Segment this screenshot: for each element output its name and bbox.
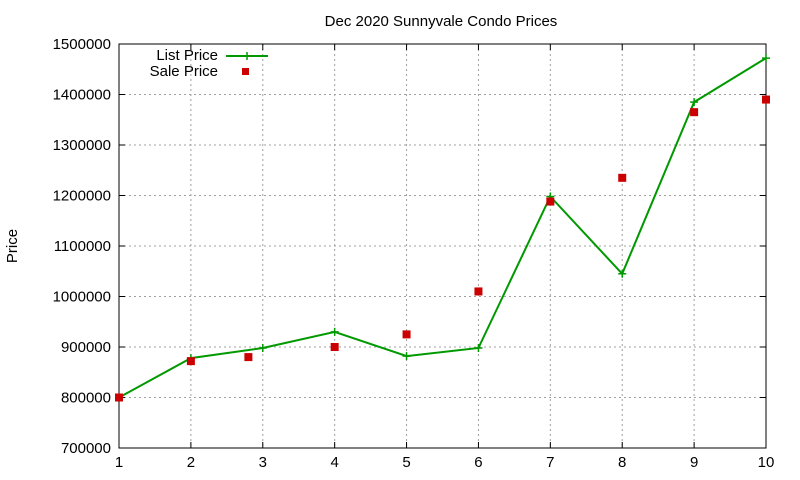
- y-tick-label: 1000000: [53, 289, 111, 306]
- y-axis-label: Price: [4, 229, 21, 263]
- sale-price-point: [546, 197, 555, 206]
- x-tick-label: 5: [402, 454, 410, 471]
- axis-ticks: 700000 800000 900000 1000000 1100000 1200000 1…: [53, 36, 775, 471]
- sale-price-point: [186, 357, 195, 366]
- x-tick-label: 3: [259, 454, 267, 471]
- sale-price-point: [618, 173, 627, 182]
- chart-title: Dec 2020 Sunnyvale Condo Prices: [325, 13, 558, 30]
- y-tick-label: 1200000: [53, 188, 111, 205]
- x-tick-label: 10: [758, 454, 775, 471]
- x-tick-label: 9: [690, 454, 698, 471]
- list-price-point: [402, 352, 411, 361]
- list-price-point: [258, 344, 267, 353]
- legend-square-marker: [242, 68, 249, 75]
- list-price-point: [690, 98, 699, 107]
- y-tick-label: 1100000: [54, 238, 111, 255]
- list-price-point: [618, 269, 627, 278]
- x-tick-label: 2: [187, 454, 195, 471]
- list-price-point: [474, 344, 483, 353]
- plot-frame: [118, 43, 767, 449]
- legend-cross: [243, 52, 251, 60]
- sale-price-point: [244, 353, 253, 362]
- sale-price-point: [474, 287, 483, 296]
- legend-label-sale-price: Sale Price: [150, 63, 218, 80]
- y-tick-label: 700000: [61, 440, 111, 457]
- y-tick-label: 1500000: [53, 36, 111, 53]
- legend: List Price Sale Price: [150, 47, 268, 80]
- x-tick-label: 4: [330, 454, 338, 471]
- x-tick-label: 8: [618, 454, 626, 471]
- y-tick-label: 800000: [61, 390, 111, 407]
- sale-price-point: [690, 108, 699, 117]
- list-price-point: [330, 327, 339, 336]
- x-tick-label: 1: [115, 454, 123, 471]
- sale-price-point: [402, 330, 411, 339]
- x-tick-label: 6: [474, 454, 482, 471]
- series: [115, 54, 770, 402]
- list-price-point: [762, 54, 770, 63]
- y-tick-label: 900000: [61, 339, 111, 356]
- x-tick-label: 7: [546, 454, 554, 471]
- sale-price-point: [115, 393, 123, 402]
- list-price-line: [118, 57, 767, 399]
- y-tick-label: 1400000: [53, 87, 111, 104]
- sale-price-point: [330, 343, 339, 351]
- sale-price-point: [762, 95, 770, 104]
- y-tick-label: 1300000: [53, 137, 111, 154]
- grid: [119, 44, 766, 448]
- legend-cross-marker: [243, 52, 251, 60]
- legend-label-list-price: List Price: [156, 47, 218, 64]
